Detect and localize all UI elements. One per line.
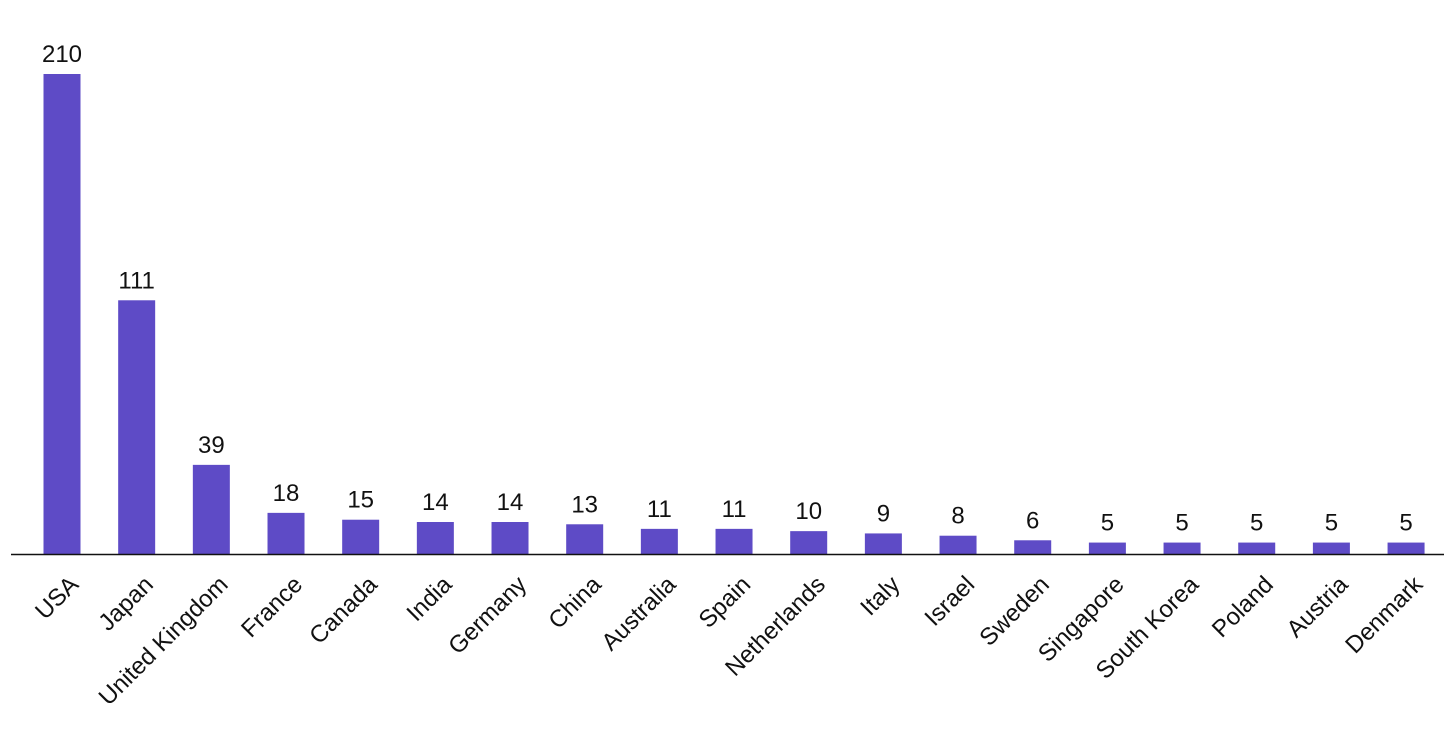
value-label-france: 18	[273, 480, 300, 507]
bar-poland	[1238, 542, 1276, 554]
x-tick-label-india: India	[402, 571, 458, 627]
value-label-south-korea: 5	[1175, 510, 1188, 537]
x-tick-label-germany: Germany	[443, 571, 532, 660]
value-label-germany: 14	[497, 489, 524, 516]
value-label-usa: 210	[42, 41, 82, 68]
x-tick-label-china: China	[543, 571, 607, 635]
bar-south-korea	[1163, 542, 1201, 554]
value-label-china: 13	[571, 491, 598, 518]
x-tick-label-poland: Poland	[1207, 571, 1279, 643]
value-label-austria: 5	[1325, 510, 1338, 537]
value-label-sweden: 6	[1026, 507, 1039, 534]
bar-france	[267, 512, 305, 554]
value-label-israel: 8	[951, 503, 964, 530]
x-tick-label-canada: Canada	[304, 571, 383, 650]
x-tick-label-australia: Australia	[596, 571, 682, 657]
bar-denmark	[1387, 542, 1425, 554]
bar-united-kingdom	[192, 464, 230, 554]
bar-germany	[491, 522, 529, 554]
value-label-united-kingdom: 39	[198, 432, 225, 459]
x-tick-label-france: France	[236, 571, 308, 643]
bar-italy	[864, 533, 902, 554]
value-label-spain: 11	[722, 496, 747, 523]
bar-singapore	[1088, 542, 1126, 554]
value-label-japan: 111	[118, 267, 154, 294]
value-label-poland: 5	[1250, 510, 1263, 537]
value-label-singapore: 5	[1101, 510, 1114, 537]
bar-israel	[939, 535, 977, 554]
bar-netherlands	[790, 531, 828, 554]
x-tick-label-austria: Austria	[1282, 571, 1354, 643]
x-tick-label-italy: Italy	[855, 571, 905, 621]
bar-sweden	[1014, 540, 1052, 554]
bar-canada	[342, 519, 380, 554]
bar-usa	[43, 74, 81, 554]
value-label-canada: 15	[347, 487, 374, 514]
bar-australia	[640, 528, 678, 554]
bar-japan	[118, 300, 156, 554]
bars-layer	[43, 74, 1425, 554]
bar-china	[566, 524, 604, 554]
value-label-denmark: 5	[1399, 510, 1412, 537]
bar-india	[416, 522, 454, 554]
x-tick-label-united-kingdom: United Kingdom	[94, 571, 234, 711]
value-label-australia: 11	[647, 496, 672, 523]
x-tick-label-spain: Spain	[694, 571, 757, 634]
value-label-india: 14	[422, 489, 449, 516]
bar-spain	[715, 528, 753, 554]
value-label-netherlands: 10	[795, 498, 822, 525]
value-label-italy: 9	[877, 500, 890, 527]
bar-austria	[1312, 542, 1350, 554]
x-tick-label-usa: USA	[30, 571, 84, 625]
value-labels-layer: 210 111 39 18 15 14 14 13 11 11 10 9 8 6 5 5 5 5 5	[42, 41, 1413, 537]
x-tick-label-denmark: Denmark	[1340, 570, 1429, 659]
x-tick-label-israel: Israel	[920, 571, 981, 632]
x-tick-label-japan: Japan	[93, 571, 158, 636]
